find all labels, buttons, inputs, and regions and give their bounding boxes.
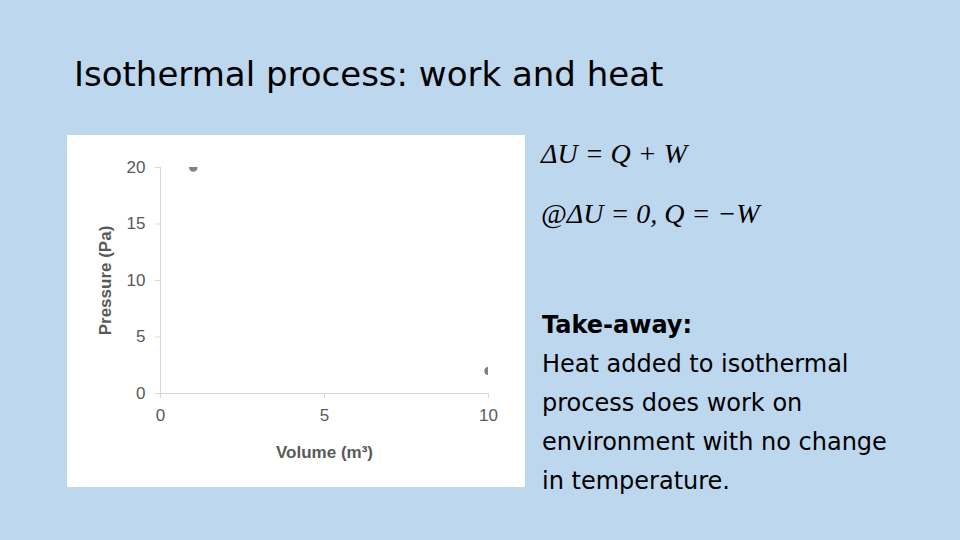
svg-text:Volume (m³): Volume (m³) <box>276 443 373 462</box>
svg-text:0: 0 <box>136 384 145 403</box>
html-text:@ΔU = 0, Q = −W: @ΔU = 0, Q = −W <box>541 198 760 229</box>
svg-text:10: 10 <box>127 271 146 290</box>
svg-text:0: 0 <box>156 406 165 425</box>
svg-text:10: 10 <box>479 406 498 425</box>
html-text:in temperature.: in temperature. <box>542 467 730 495</box>
html-text:process does work on: process does work on <box>542 389 803 417</box>
svg-text:15: 15 <box>127 214 146 233</box>
svg-text:Pressure (Pa): Pressure (Pa) <box>96 226 115 336</box>
html-text:environment with no change: environment with no change <box>542 428 887 456</box>
svg-text:5: 5 <box>136 327 145 346</box>
svg-text:5: 5 <box>320 406 329 425</box>
html-text:ΔU = Q + W: ΔU = Q + W <box>541 138 687 169</box>
html-text:Isothermal process: work and h: Isothermal process: work and heat <box>74 54 664 94</box>
svg-text:20: 20 <box>127 158 146 177</box>
html-text:Heat added to isothermal: Heat added to isothermal <box>542 350 849 378</box>
html-text:Take-away:: Take-away: <box>542 311 693 339</box>
